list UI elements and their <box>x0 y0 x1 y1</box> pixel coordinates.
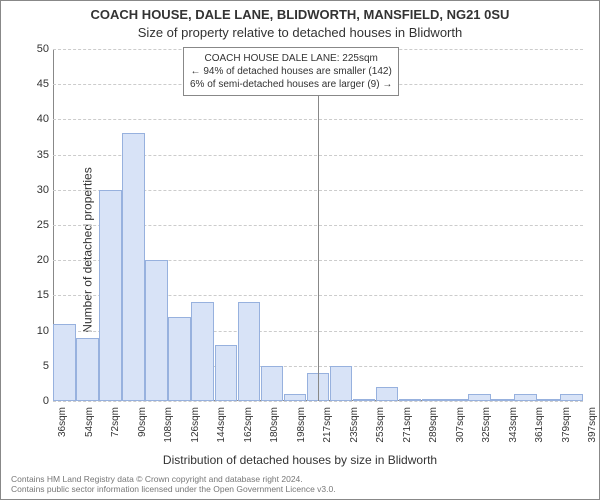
plot-area: 0510152025303540455036sqm54sqm72sqm90sqm… <box>53 49 583 401</box>
bar <box>330 366 353 401</box>
ytick-label: 40 <box>29 113 49 125</box>
xtick-label: 361sqm <box>534 407 545 457</box>
xtick-label: 217sqm <box>322 407 333 457</box>
xtick-label: 289sqm <box>428 407 439 457</box>
annotation-box: COACH HOUSE DALE LANE: 225sqm← 94% of de… <box>183 47 399 96</box>
bar <box>514 394 537 401</box>
chart-title-sub: Size of property relative to detached ho… <box>1 25 599 40</box>
xtick-label: 307sqm <box>455 407 466 457</box>
xtick-label: 162sqm <box>243 407 254 457</box>
bar <box>399 399 422 401</box>
x-axis-label: Distribution of detached houses by size … <box>1 453 599 467</box>
xtick-label: 72sqm <box>110 407 121 457</box>
xtick-label: 235sqm <box>349 407 360 457</box>
annotation-line-1: COACH HOUSE DALE LANE: 225sqm <box>190 52 392 65</box>
bar <box>468 394 491 401</box>
bar <box>560 394 583 401</box>
ytick-label: 20 <box>29 254 49 266</box>
ytick-label: 35 <box>29 149 49 161</box>
bar <box>122 133 145 401</box>
bar <box>261 366 284 401</box>
bar <box>284 394 307 401</box>
ytick-label: 50 <box>29 43 49 55</box>
xtick-label: 397sqm <box>587 407 598 457</box>
bar <box>491 399 514 401</box>
bar <box>53 324 76 401</box>
reference-line <box>318 49 319 401</box>
bar <box>422 399 445 401</box>
xtick-label: 198sqm <box>296 407 307 457</box>
ytick-label: 5 <box>29 360 49 372</box>
bar <box>537 399 560 401</box>
chart-title-main: COACH HOUSE, DALE LANE, BLIDWORTH, MANSF… <box>1 7 599 22</box>
xtick-label: 144sqm <box>216 407 227 457</box>
bar <box>145 260 168 401</box>
xtick-label: 271sqm <box>402 407 413 457</box>
xtick-label: 379sqm <box>561 407 572 457</box>
ytick-label: 10 <box>29 325 49 337</box>
xtick-label: 343sqm <box>508 407 519 457</box>
ytick-label: 25 <box>29 219 49 231</box>
bar <box>76 338 99 401</box>
gridline <box>53 401 583 402</box>
ytick-label: 0 <box>29 395 49 407</box>
annotation-line-2: ← 94% of detached houses are smaller (14… <box>190 65 392 78</box>
annotation-line-3: 6% of semi-detached houses are larger (9… <box>190 78 392 91</box>
bar <box>376 387 399 401</box>
xtick-label: 36sqm <box>57 407 68 457</box>
attribution-line-1: Contains HM Land Registry data © Crown c… <box>11 474 589 485</box>
bar <box>353 399 376 401</box>
ytick-label: 30 <box>29 184 49 196</box>
bar <box>99 190 122 401</box>
bar <box>191 302 214 401</box>
xtick-label: 54sqm <box>84 407 95 457</box>
ytick-label: 15 <box>29 289 49 301</box>
chart-container: COACH HOUSE, DALE LANE, BLIDWORTH, MANSF… <box>0 0 600 500</box>
xtick-label: 90sqm <box>137 407 148 457</box>
bar <box>238 302 261 401</box>
bar <box>168 317 191 401</box>
xtick-label: 108sqm <box>163 407 174 457</box>
ytick-label: 45 <box>29 78 49 90</box>
xtick-label: 253sqm <box>375 407 386 457</box>
xtick-label: 126sqm <box>190 407 201 457</box>
xtick-label: 325sqm <box>481 407 492 457</box>
bar <box>215 345 238 401</box>
bar <box>445 399 468 401</box>
attribution-line-2: Contains public sector information licen… <box>11 484 589 495</box>
xtick-label: 180sqm <box>269 407 280 457</box>
attribution-text: Contains HM Land Registry data © Crown c… <box>11 474 589 495</box>
